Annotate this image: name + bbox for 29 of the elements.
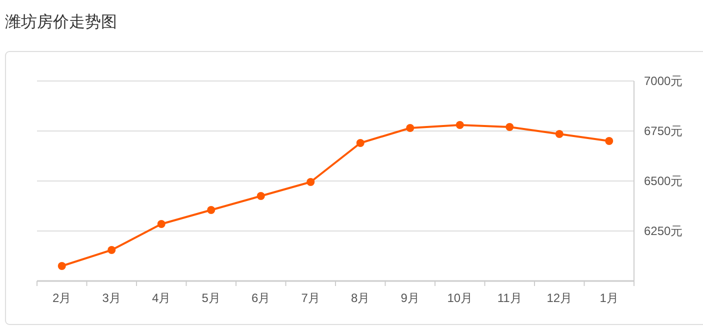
x-tick-label: 8月 [351, 291, 370, 305]
x-tick-label: 9月 [400, 291, 420, 305]
point [256, 192, 265, 200]
x-tick-label: 5月 [202, 291, 220, 305]
point [58, 262, 66, 270]
x-tick-label: 7月 [301, 291, 320, 305]
point [555, 130, 564, 138]
y-tick-label: 6750元 [644, 124, 683, 138]
x-tick-label: 11月 [497, 291, 522, 305]
y-tick-label: 6500元 [644, 174, 683, 188]
point [356, 139, 364, 147]
point [108, 246, 116, 254]
x-tick-label: 2月 [52, 291, 72, 305]
y-tick-label: 7000元 [644, 74, 683, 88]
x-tick-label: 3月 [102, 291, 121, 305]
point [306, 178, 315, 186]
point [406, 124, 414, 132]
x-tick-label: 10月 [447, 291, 473, 305]
x-tick-label: 4月 [152, 291, 171, 305]
x-tick-label: 12月 [546, 291, 572, 305]
point [207, 206, 216, 214]
title: 潍坊房价走势图 [5, 14, 117, 31]
point [506, 123, 514, 131]
point [157, 220, 166, 228]
y-tick-label: 6250元 [644, 224, 683, 238]
x-tick-label: 1月 [600, 291, 618, 305]
point [456, 121, 464, 129]
point [605, 137, 614, 145]
x-tick-label: 6月 [252, 291, 270, 305]
